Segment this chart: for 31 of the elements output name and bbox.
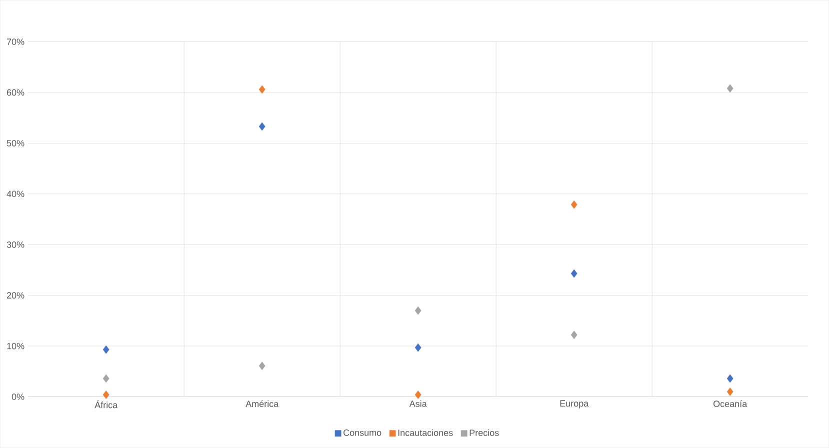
legend-label: Precios (470, 429, 499, 436)
y-tick-label: 50% (6, 140, 24, 146)
point (258, 362, 266, 370)
y-tick-label: 20% (6, 292, 24, 299)
point (414, 306, 422, 315)
point (102, 374, 110, 383)
point (258, 85, 266, 94)
x-tick-label: Oceanía (714, 400, 748, 408)
point (414, 343, 422, 352)
point (726, 374, 734, 383)
legend-label: Consumo (344, 429, 382, 436)
point (570, 269, 578, 278)
point (726, 84, 734, 93)
legend-label: Incautaciones (398, 429, 453, 436)
x-tick-label: Asia (409, 400, 427, 407)
point (570, 330, 578, 340)
y-tick-label: 30% (6, 241, 24, 248)
point (570, 200, 578, 209)
y-tick-label: 10% (7, 342, 24, 350)
x-tick-label: África (94, 400, 118, 408)
point (258, 122, 266, 131)
x-tick-label: Europa (560, 400, 589, 408)
x-tick-label: América (246, 400, 279, 408)
point (102, 390, 110, 399)
y-tick-label: 70% (6, 38, 24, 45)
point (726, 388, 734, 396)
y-tick-label: 0% (12, 394, 24, 400)
y-tick-label: 40% (6, 190, 24, 198)
point (414, 390, 422, 399)
y-tick-label: 60% (6, 89, 24, 96)
point (102, 345, 110, 354)
